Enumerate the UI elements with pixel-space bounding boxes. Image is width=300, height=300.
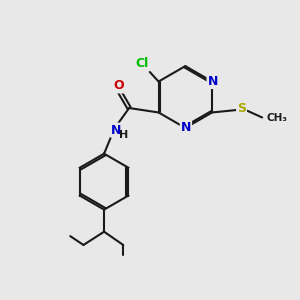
Text: N: N	[208, 75, 218, 88]
Text: N: N	[181, 122, 191, 134]
Text: S: S	[237, 102, 246, 116]
Text: Cl: Cl	[136, 57, 149, 70]
Text: CH₃: CH₃	[267, 113, 288, 123]
Text: O: O	[113, 80, 124, 92]
Text: H: H	[119, 130, 128, 140]
Text: N: N	[111, 124, 121, 136]
